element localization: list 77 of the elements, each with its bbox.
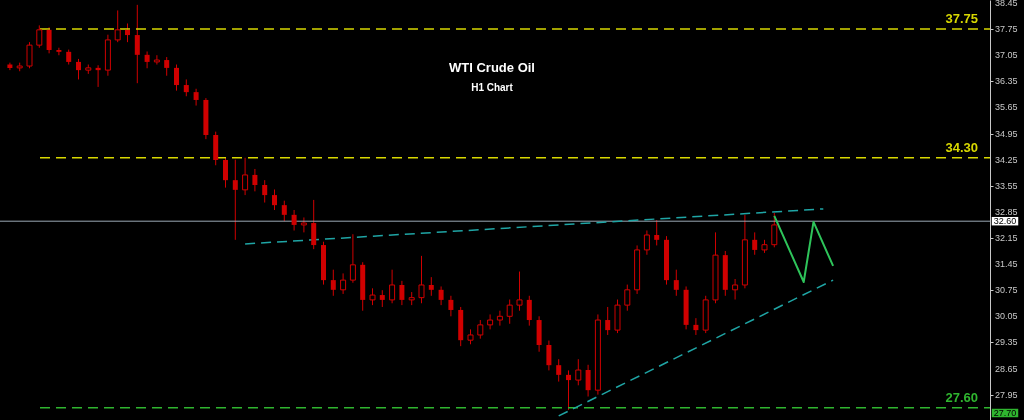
candlestick bbox=[134, 4, 140, 84]
candlestick bbox=[448, 295, 454, 317]
candlestick bbox=[56, 47, 62, 56]
candlestick bbox=[526, 295, 532, 327]
candlestick bbox=[36, 24, 43, 49]
y-tick-label: 32.85 bbox=[995, 206, 1018, 217]
y-tick-label: 34.95 bbox=[995, 128, 1018, 139]
candlestick bbox=[281, 200, 287, 222]
candlestick bbox=[223, 157, 228, 189]
y-tick-label: 31.45 bbox=[995, 259, 1018, 270]
candlestick bbox=[585, 364, 591, 397]
text: 27.70 bbox=[993, 408, 1017, 418]
candlestick bbox=[114, 9, 121, 43]
candlestick bbox=[262, 179, 268, 204]
y-tick-label: 37.05 bbox=[995, 50, 1018, 61]
candlestick bbox=[418, 255, 425, 304]
candlestick bbox=[546, 340, 552, 371]
candlestick bbox=[575, 358, 582, 386]
candlestick bbox=[125, 23, 130, 43]
y-tick-label: 30.05 bbox=[995, 311, 1018, 322]
candlestick bbox=[272, 188, 277, 211]
line-series bbox=[773, 214, 835, 283]
candlestick bbox=[349, 233, 356, 284]
y-tick-label: 28.65 bbox=[995, 363, 1018, 374]
candlestick bbox=[605, 306, 611, 336]
candlestick bbox=[654, 219, 660, 246]
y-tick-label: 29.35 bbox=[995, 337, 1018, 348]
ref-line-label: 32.60 bbox=[993, 216, 1017, 227]
y-tick-label: 36.35 bbox=[995, 76, 1018, 87]
candlestick bbox=[174, 64, 179, 92]
candlestick bbox=[771, 212, 778, 248]
candlestick bbox=[752, 231, 758, 256]
candlestick bbox=[242, 157, 249, 196]
text: WTI Crude Oil bbox=[449, 60, 535, 75]
candlestick bbox=[291, 209, 297, 232]
candlestick bbox=[95, 64, 101, 88]
candlestick bbox=[76, 58, 81, 80]
ref-line-label: 27.60 bbox=[945, 389, 978, 405]
candlestick bbox=[164, 56, 170, 77]
candlestick bbox=[252, 168, 258, 192]
y-tick-label: 38.45 bbox=[995, 0, 1018, 8]
candlestick bbox=[153, 54, 160, 66]
candlestick bbox=[506, 299, 513, 325]
candlestick bbox=[643, 230, 650, 256]
y-tick-label: 37.75 bbox=[995, 24, 1018, 35]
candlestick bbox=[516, 271, 523, 312]
candlestick bbox=[428, 276, 434, 297]
y-tick-label: 30.75 bbox=[995, 285, 1018, 296]
candlestick bbox=[330, 269, 336, 297]
candlestick bbox=[399, 280, 405, 306]
candlestick bbox=[438, 285, 444, 306]
text: H1 Chart bbox=[471, 82, 514, 93]
ref-line-label: 34.30 bbox=[945, 139, 978, 155]
y-tick-label: 35.65 bbox=[995, 102, 1018, 113]
candlestick bbox=[340, 272, 347, 295]
candlestick bbox=[673, 269, 679, 297]
candlestick bbox=[311, 199, 317, 250]
candlestick bbox=[389, 269, 396, 304]
y-tick-label: 27.95 bbox=[995, 389, 1018, 400]
candlestick bbox=[732, 278, 739, 301]
candlestick bbox=[496, 310, 503, 327]
candlestick bbox=[624, 284, 631, 312]
y-tick-label: 33.55 bbox=[995, 180, 1018, 191]
candlestick bbox=[26, 41, 33, 69]
y-tick-label: 32.15 bbox=[995, 232, 1018, 243]
candlestick bbox=[300, 216, 307, 233]
candlestick bbox=[144, 50, 150, 69]
candlestick bbox=[232, 159, 238, 241]
candlestick bbox=[487, 313, 494, 330]
candlestick bbox=[477, 319, 484, 340]
candlestick bbox=[46, 26, 52, 54]
candlestick bbox=[693, 317, 699, 336]
candlestick bbox=[556, 358, 562, 383]
candlestick bbox=[566, 369, 571, 411]
ref-line-label: 37.75 bbox=[945, 11, 978, 27]
y-tick-label: 34.25 bbox=[995, 154, 1018, 165]
candlestick bbox=[193, 88, 199, 107]
